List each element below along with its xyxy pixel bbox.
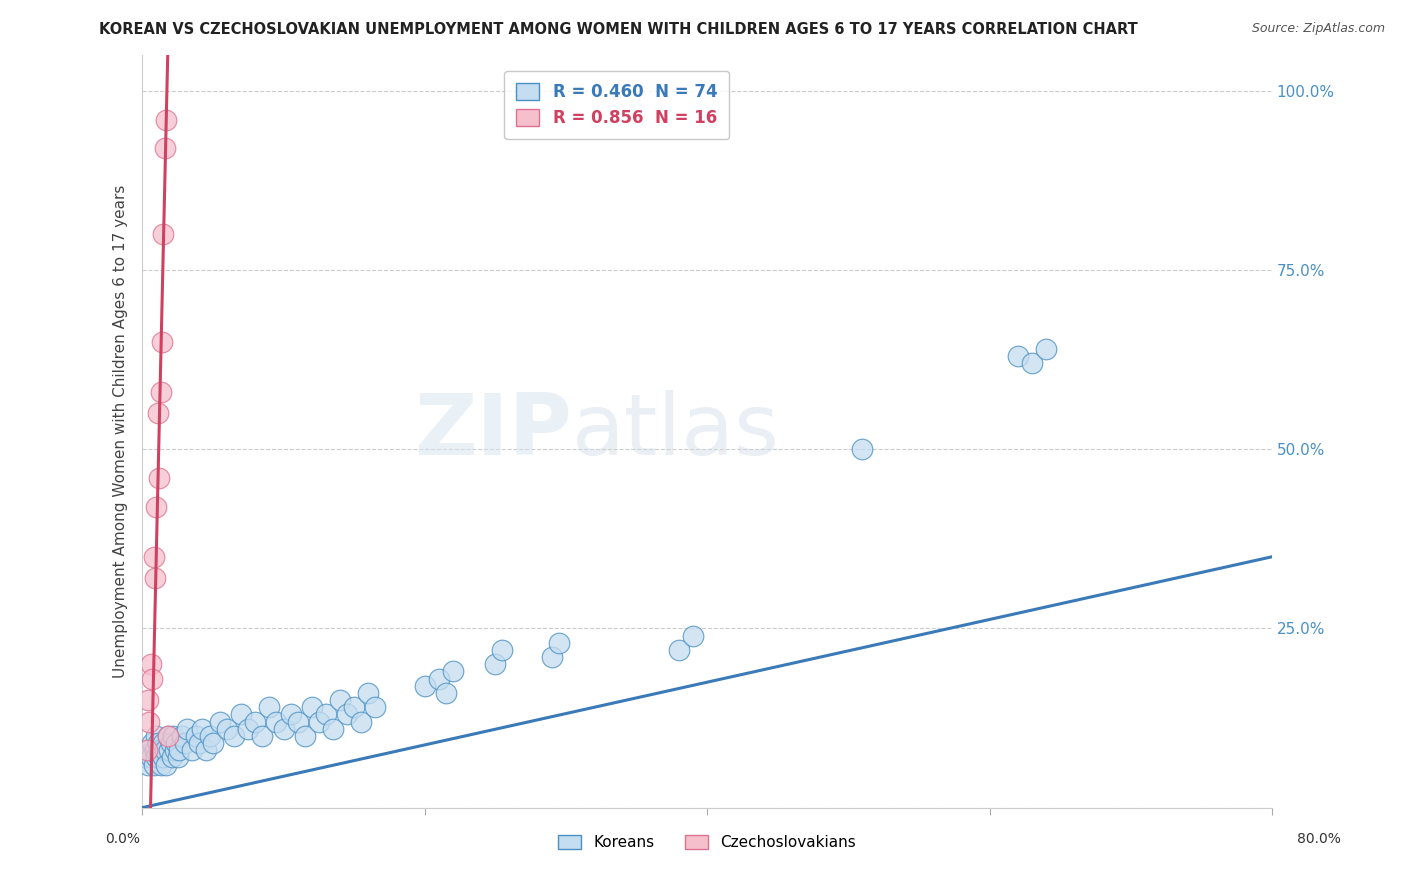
Point [153,743,176,757]
Text: 80.0%: 80.0% [1296,832,1341,846]
Point [152,227,174,242]
Point [441,665,464,679]
Point [851,442,873,457]
Point [163,743,186,757]
Point [148,743,170,757]
Point [357,686,380,700]
Point [280,707,302,722]
Point [155,757,177,772]
Point [166,750,188,764]
Point [139,657,162,672]
Point [547,636,569,650]
Point [157,743,180,757]
Point [208,714,231,729]
Point [198,729,221,743]
Point [364,700,387,714]
Point [287,714,309,729]
Point [134,750,156,764]
Point [484,657,506,672]
Point [146,407,169,421]
Point [491,643,513,657]
Point [336,707,359,722]
Point [170,729,193,743]
Point [148,750,170,764]
Point [162,729,184,743]
Point [139,750,162,764]
Point [142,757,165,772]
Point [194,743,217,757]
Point [1021,356,1043,370]
Point [152,750,174,764]
Point [201,736,224,750]
Point [156,729,179,743]
Point [222,729,245,743]
Point [136,693,159,707]
Point [1007,349,1029,363]
Point [150,743,173,757]
Legend: R = 0.460  N = 74, R = 0.856  N = 16: R = 0.460 N = 74, R = 0.856 N = 16 [505,71,730,139]
Point [343,700,366,714]
Text: Source: ZipAtlas.com: Source: ZipAtlas.com [1251,22,1385,36]
Point [668,643,690,657]
Point [308,714,330,729]
Point [180,743,202,757]
Point [184,729,207,743]
Point [231,707,253,722]
Point [156,729,179,743]
Point [153,141,176,155]
Point [259,700,281,714]
Point [427,672,450,686]
Point [266,714,288,729]
Point [141,736,163,750]
Point [149,384,172,399]
Point [350,714,373,729]
Text: KOREAN VS CZECHOSLOVAKIAN UNEMPLOYMENT AMONG WOMEN WITH CHILDREN AGES 6 TO 17 YE: KOREAN VS CZECHOSLOVAKIAN UNEMPLOYMENT A… [100,22,1137,37]
Point [165,736,187,750]
Point [301,700,323,714]
Point [136,757,159,772]
Point [142,549,165,564]
Point [145,500,167,514]
Point [434,686,457,700]
Point [187,736,209,750]
Point [1035,342,1057,356]
Point [294,729,316,743]
Point [215,722,238,736]
Point [173,736,195,750]
Point [143,571,166,585]
Text: atlas: atlas [572,390,779,473]
Point [160,750,183,764]
Y-axis label: Unemployment Among Women with Children Ages 6 to 17 years: Unemployment Among Women with Children A… [114,185,128,678]
Point [273,722,295,736]
Point [141,672,163,686]
Point [315,707,337,722]
Point [176,722,198,736]
Point [146,736,169,750]
Point [190,722,212,736]
Text: 0.0%: 0.0% [105,832,139,846]
Point [329,693,352,707]
Point [238,722,260,736]
Point [145,750,167,764]
Point [148,471,170,485]
Point [149,757,172,772]
Text: ZIP: ZIP [413,390,572,473]
Point [167,743,190,757]
Point [413,679,436,693]
Point [138,743,160,757]
Point [152,736,174,750]
Point [138,714,160,729]
Point [682,629,704,643]
Point [159,736,181,750]
Point [150,334,173,349]
Point [145,729,167,743]
Point [135,743,157,757]
Point [540,650,562,665]
Point [322,722,344,736]
Point [252,729,274,743]
Point [143,743,166,757]
Point [155,112,177,127]
Point [245,714,267,729]
